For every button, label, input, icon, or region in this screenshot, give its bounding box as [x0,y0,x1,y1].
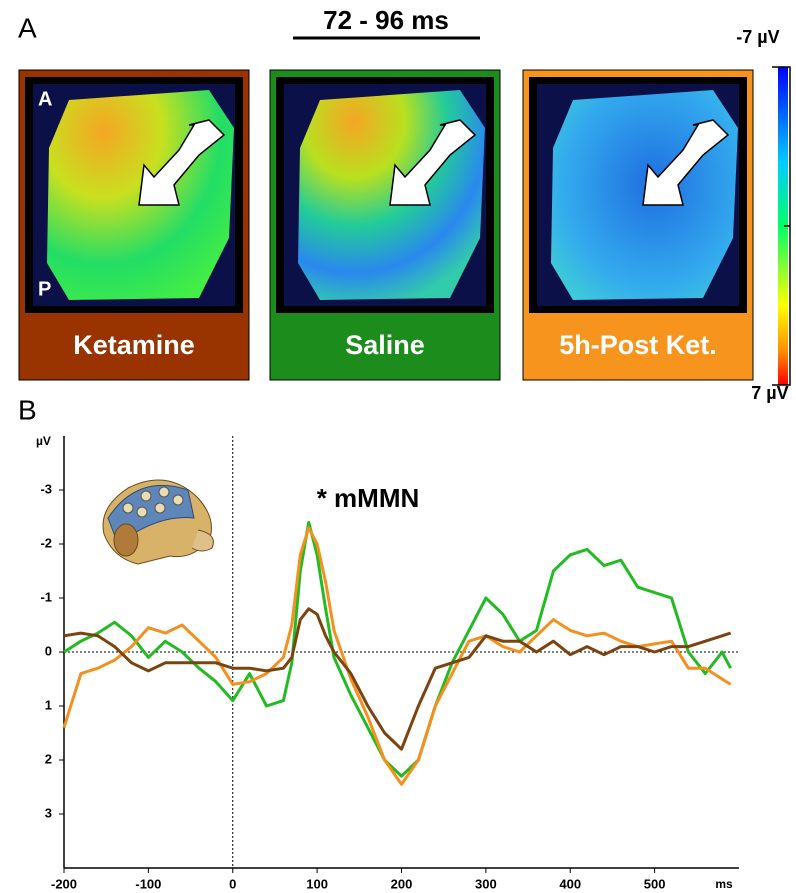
x-axis-label: ms [715,877,733,891]
colorbar [778,67,788,385]
map-label: 5h-Post Ket. [559,330,717,360]
y-tick-label: 2 [45,751,52,766]
erp-line [63,520,732,778]
x-tick-label: -200 [51,876,77,891]
map-label: Ketamine [73,330,195,360]
y-tick-label: -3 [40,481,52,496]
y-tick-label: 1 [45,697,52,712]
arrow [642,119,730,206]
y-tick-label: 3 [45,805,52,820]
x-tick-label: 400 [559,876,581,891]
panel-label: A [18,12,37,43]
x-tick-label: 300 [475,876,497,891]
erp-line [62,526,732,786]
colorbar-top-label: -7 µV [736,27,779,47]
monkey-head-icon [102,479,214,565]
arrow [389,119,477,206]
annotation: * mMMN [317,483,420,513]
x-tick-label: 0 [229,876,236,891]
colorbar-bottom-label: 7 µV [751,383,788,403]
colorbar-frame [772,66,791,386]
x-tick-label: 500 [644,876,666,891]
arrow [138,119,226,206]
x-tick-label: 200 [391,876,413,891]
y-tick-label: -2 [40,535,52,550]
x-tick-label: 100 [306,876,328,891]
panel-label: B [18,394,37,425]
x-tick-label: -100 [135,876,161,891]
map-label: Saline [345,330,425,360]
time-window-title: 72 - 96 ms [323,5,449,35]
y-axis-label: µV [36,434,51,448]
y-tick-label: -1 [40,589,52,604]
orientation-label: P [38,278,51,300]
erp-line [63,607,732,751]
orientation-label: A [38,88,52,110]
y-tick-label: 0 [45,643,52,658]
